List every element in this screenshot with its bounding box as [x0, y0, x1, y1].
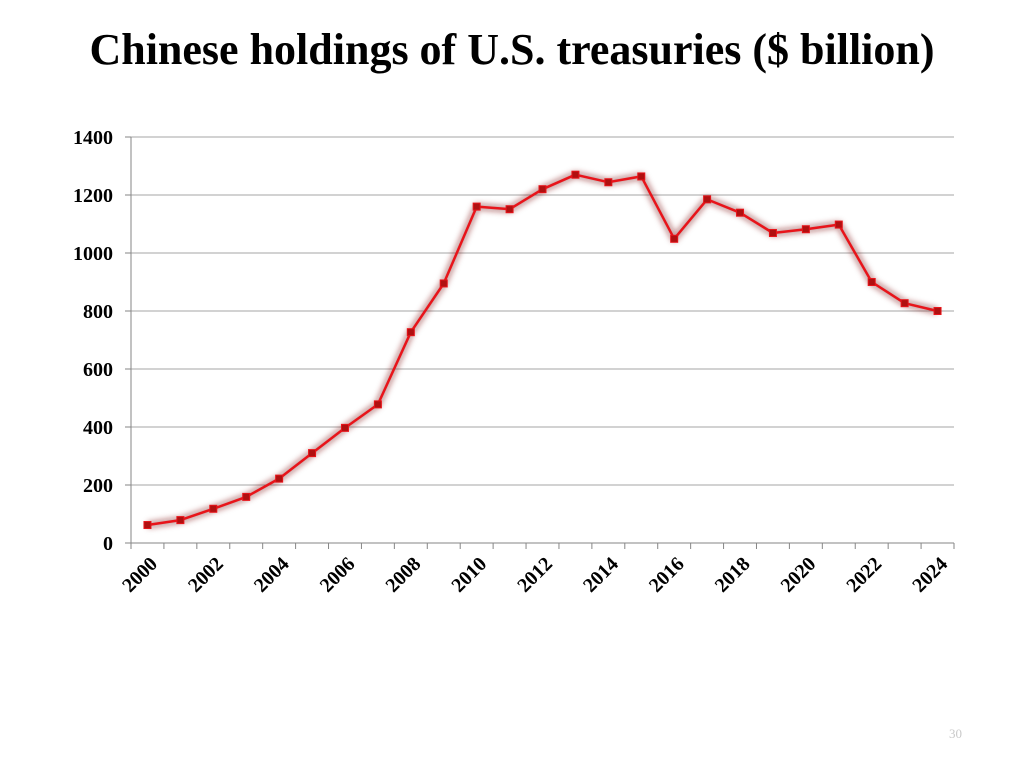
data-point-marker: [736, 208, 745, 217]
y-tick-label: 200: [83, 475, 113, 497]
y-tick-label: 400: [83, 417, 113, 439]
x-tick-label: 2020: [777, 553, 821, 597]
y-tick-label: 0: [103, 533, 113, 555]
x-tick-label: 2012: [513, 553, 557, 597]
axes: [125, 136, 955, 549]
data-point-marker: [209, 504, 218, 513]
data-point-marker: [308, 449, 317, 458]
data-point-marker: [801, 225, 810, 234]
x-tick-label: 2008: [382, 553, 426, 597]
x-tick-label: 2006: [316, 553, 360, 597]
y-tick-label: 600: [83, 359, 113, 381]
data-point-marker: [340, 423, 349, 432]
data-point-marker: [242, 492, 251, 501]
y-tick-label: 1200: [73, 185, 113, 207]
data-point-marker: [571, 170, 580, 179]
tick-labels: 0 200 400 600 800 1000 1200 1400 2000 2002 2004 200…: [73, 127, 952, 597]
page-title: Chinese holdings of U.S. treasuries ($ b…: [89, 25, 935, 74]
data-point-marker: [867, 278, 876, 286]
x-tick-label: 2004: [250, 553, 294, 597]
x-tick-label: 2002: [184, 553, 228, 597]
data-point-marker: [538, 185, 547, 194]
data-point-marker: [176, 516, 185, 525]
data-point-marker: [703, 195, 712, 204]
x-tick-label: 2014: [579, 553, 623, 597]
data-point-marker: [406, 328, 415, 337]
data-point-marker: [505, 205, 514, 214]
y-tick-label: 1000: [73, 243, 113, 265]
x-tick-label: 2018: [711, 553, 755, 597]
data-point-marker: [933, 307, 942, 315]
x-tick-label: 2000: [118, 553, 162, 597]
data-point-marker: [900, 299, 909, 308]
x-tick-label: 2010: [447, 553, 491, 597]
data-point-marker: [637, 172, 646, 181]
data-point-marker: [768, 228, 777, 237]
x-tick-label: 2024: [908, 553, 952, 597]
y-tick-label: 1400: [73, 127, 113, 149]
data-point-marker: [834, 220, 843, 229]
series-line: [147, 173, 938, 527]
data-point-marker: [143, 521, 152, 530]
data-point-marker: [670, 234, 679, 243]
data-point-marker: [373, 400, 382, 409]
data-point-marker: [604, 178, 613, 187]
y-tick-label: 800: [83, 301, 113, 323]
data-point-marker: [439, 279, 448, 288]
x-tick-label: 2022: [842, 553, 886, 597]
page-number: 30: [949, 726, 962, 741]
data-point-marker: [275, 474, 284, 483]
data-point-marker: [472, 202, 481, 211]
series-layer: [143, 170, 942, 530]
x-tick-label: 2016: [645, 553, 689, 597]
